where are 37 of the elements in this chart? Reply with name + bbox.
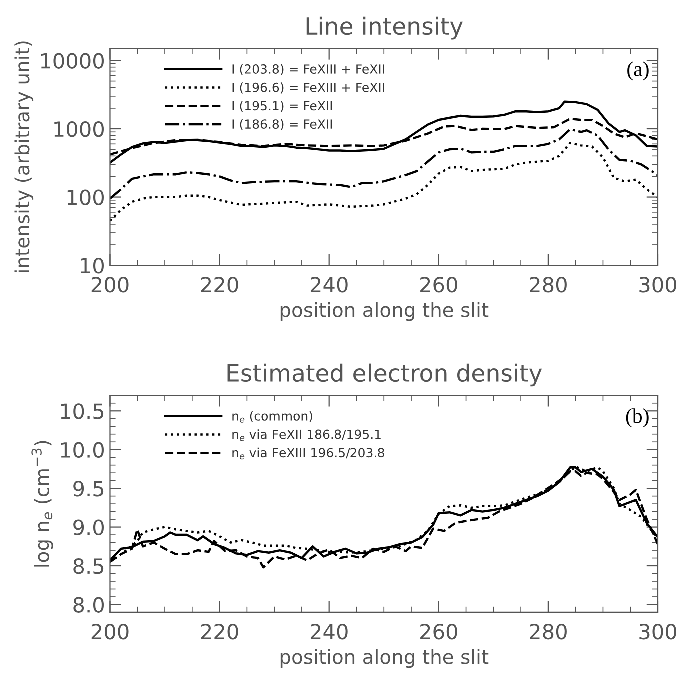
x-tick-label: 220	[201, 624, 238, 640]
x-tick-label: 240	[310, 277, 348, 293]
x-tick-label: 300	[640, 624, 676, 640]
x-tick-label: 300	[640, 277, 676, 293]
x-tick-label: 260	[420, 277, 458, 293]
y-tick-label: 8.0	[74, 597, 104, 613]
x-tick-label: 200	[92, 277, 129, 293]
y-tick-label: 1000	[54, 121, 104, 138]
legend-label: n$_{e}$ via FeXII 186.8/195.1	[232, 430, 381, 442]
chart-title: Line intensity	[306, 16, 463, 40]
legend-label: I (203.8) = FeXIII + FeXII	[232, 64, 384, 76]
y-tick-label: 9.0	[74, 520, 104, 536]
y-tick-label: 10.0	[61, 442, 104, 458]
annotation: (a)	[628, 62, 649, 81]
x-tick-label: 280	[530, 624, 567, 640]
x-tick-label: 200	[92, 624, 129, 640]
legend-label: I (195.1) = FeXII	[232, 101, 332, 112]
y-axis-title: log n$_{e}$ (cm$^{−3}$)	[32, 441, 54, 567]
chart-title: Estimated electron density	[228, 364, 542, 387]
y-tick-label: 10000	[41, 53, 104, 69]
y-tick-label: 10.5	[61, 404, 104, 420]
x-axis-title: position along the slit	[280, 649, 489, 668]
legend-label: I (186.8) = FeXII	[232, 119, 332, 130]
x-tick-label: 220	[201, 277, 238, 293]
annotation: (b)	[626, 408, 649, 428]
y-tick-label: 100	[68, 190, 104, 206]
y-tick-label: 9.5	[74, 481, 104, 497]
x-axis-title: position along the slit	[280, 302, 489, 322]
x-tick-label: 260	[420, 624, 458, 640]
y-tick-label: 10	[81, 258, 104, 274]
legend-label: n$_{e}$ via FeXIII 196.5/203.8	[232, 448, 384, 460]
y-axis-title: intensity (arbitrary unit)	[14, 42, 34, 272]
legend-label: n$_{e}$ (common)	[232, 411, 312, 423]
x-tick-label: 280	[530, 277, 567, 293]
x-tick-label: 240	[310, 624, 348, 640]
legend-label: I (196.6) = FeXIII + FeXII	[232, 82, 384, 94]
y-tick-label: 8.5	[74, 558, 104, 574]
